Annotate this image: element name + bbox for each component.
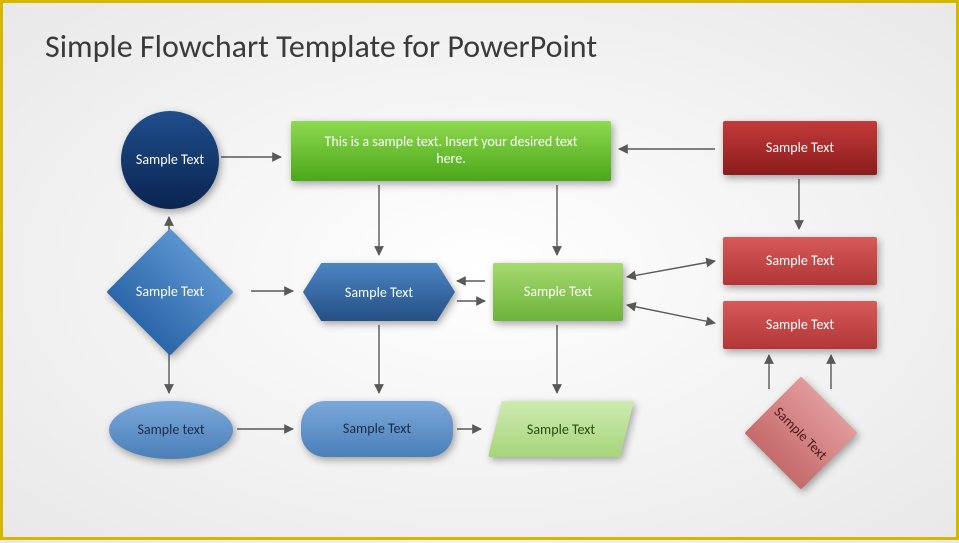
node-rotated-square: Sample Text	[761, 393, 841, 473]
node-label: Sample Text	[771, 403, 831, 463]
node-rect-green: Sample Text	[493, 263, 623, 321]
node-rect-red-top: Sample Text	[723, 121, 877, 175]
flowchart-stage: Sample Text Sample Text Sample text This…	[3, 3, 956, 537]
node-label: Sample Text	[128, 148, 212, 173]
node-label: Sample Text	[527, 421, 595, 438]
node-parallelogram: Sample Text	[495, 401, 627, 457]
node-label: Sample Text	[136, 284, 204, 301]
node-hexagon: Sample Text	[303, 263, 455, 321]
node-diamond: Sample Text	[125, 247, 215, 337]
node-label: Sample Text	[758, 249, 842, 274]
node-label: Sample Text	[758, 313, 842, 338]
node-label: Sample Text	[345, 284, 413, 301]
node-rect-red-mid1: Sample Text	[723, 237, 877, 285]
node-label: This is a sample text. Insert your desir…	[301, 130, 601, 172]
node-label: Sample Text	[335, 417, 419, 442]
node-rect-red-mid2: Sample Text	[723, 301, 877, 349]
node-circle: Sample Text	[121, 111, 219, 209]
node-label: Sample Text	[516, 280, 600, 305]
node-rounded: Sample Text	[301, 401, 453, 457]
node-label: Sample Text	[758, 136, 842, 161]
node-rect-wide: This is a sample text. Insert your desir…	[291, 121, 611, 181]
node-ellipse: Sample text	[109, 401, 233, 459]
node-label: Sample text	[129, 418, 212, 443]
